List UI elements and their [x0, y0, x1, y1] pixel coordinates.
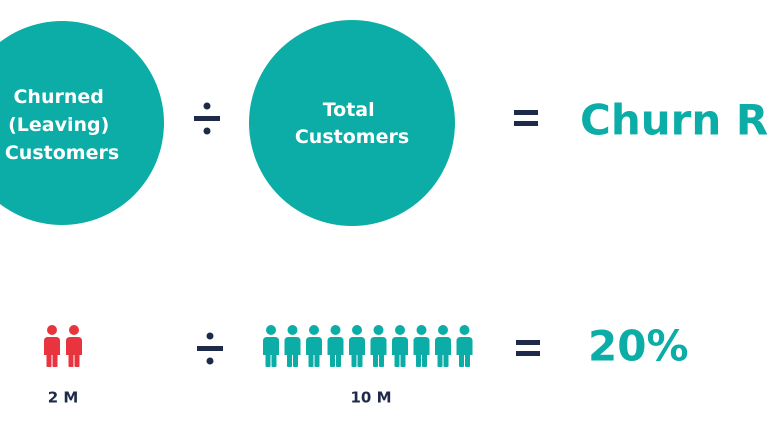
denominator-text: Total Customers: [295, 99, 409, 148]
numerator-line: Customers: [5, 142, 119, 164]
divide-sign: [197, 332, 223, 365]
numerator-text: Churned (Leaving) Customers: [5, 86, 119, 164]
churned-count: 2 M: [48, 389, 79, 407]
divide-sign: [194, 102, 220, 135]
result-label: Churn Rate: [580, 96, 770, 145]
numerator-line: Churned: [13, 86, 103, 108]
numerator-line: (Leaving): [8, 114, 109, 136]
churned-icons: [44, 325, 82, 367]
total-count: 10 M: [350, 389, 391, 407]
denominator-line: Total: [323, 99, 375, 121]
rate-value: 20%: [588, 322, 689, 371]
equals-sign: [516, 340, 540, 356]
denominator-line: Customers: [295, 126, 409, 148]
total-icons: [263, 325, 473, 367]
numerator-circle: [0, 21, 164, 225]
equals-sign: [514, 110, 538, 126]
denominator-circle: [249, 20, 455, 226]
